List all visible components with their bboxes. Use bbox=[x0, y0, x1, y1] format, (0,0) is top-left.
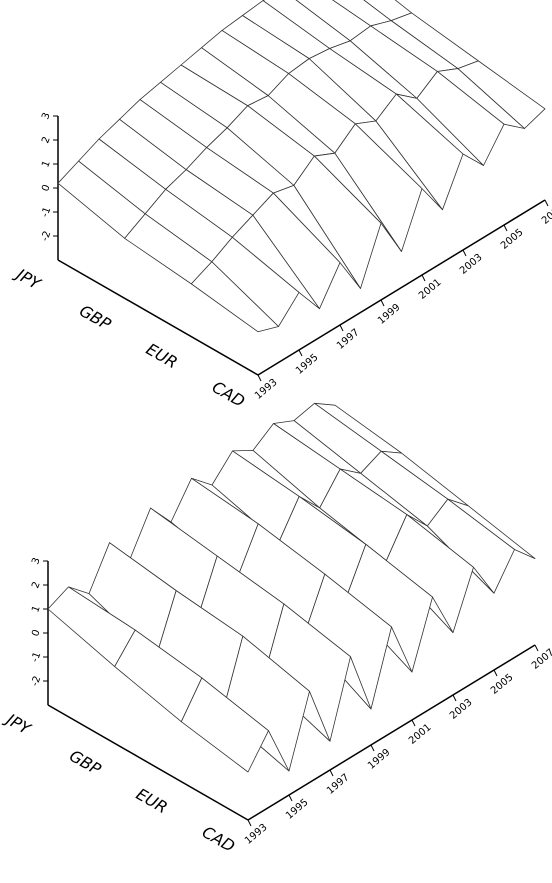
x-tick-label: 1995 bbox=[284, 797, 311, 822]
z-tick-label: -2 bbox=[30, 675, 44, 688]
x-tick bbox=[493, 669, 498, 677]
x-tick bbox=[247, 819, 252, 827]
x-tick-label: 1997 bbox=[335, 327, 362, 352]
surface-patch bbox=[190, 261, 279, 333]
x-tick bbox=[544, 199, 549, 207]
z-tick-label: 1 bbox=[40, 159, 53, 169]
z-tick-label: 1 bbox=[30, 604, 43, 614]
x-tick-label: 1995 bbox=[294, 352, 321, 377]
category-label: EUR bbox=[143, 339, 181, 372]
x-tick bbox=[257, 374, 262, 382]
x-tick bbox=[298, 349, 303, 357]
x-tick-label: 2003 bbox=[448, 697, 475, 722]
x-tick-label: 2005 bbox=[489, 672, 516, 697]
x-tick-label: 1999 bbox=[376, 302, 403, 327]
z-tick-label: -2 bbox=[40, 230, 54, 243]
category-axis bbox=[57, 259, 259, 376]
category-label: GBP bbox=[66, 746, 104, 779]
x-tick bbox=[462, 249, 467, 257]
x-tick-label: 2003 bbox=[458, 252, 485, 277]
z-tick-label: 0 bbox=[30, 628, 43, 638]
x-tick-label: 1997 bbox=[325, 772, 352, 797]
x-tick-label: 2007 bbox=[540, 202, 552, 227]
z-tick-label: 3 bbox=[40, 111, 53, 121]
surface-chart: RW-2-10123199319951997199920012003200520… bbox=[11, 0, 552, 411]
x-tick-label: 2001 bbox=[407, 722, 434, 747]
surface-chart: NXA-2-1012319931995199719992001200320052… bbox=[1, 402, 552, 856]
x-tick-label: 2007 bbox=[530, 647, 552, 672]
x-tick bbox=[288, 794, 293, 802]
z-tick-label: 2 bbox=[40, 135, 53, 145]
category-axis bbox=[47, 704, 249, 821]
x-tick bbox=[329, 769, 334, 777]
surface-patch bbox=[180, 677, 269, 773]
x-tick-label: 2001 bbox=[417, 277, 444, 302]
x-tick bbox=[411, 719, 416, 727]
z-tick-label: 0 bbox=[40, 183, 53, 193]
x-axis bbox=[247, 644, 536, 821]
z-tick-label: -1 bbox=[40, 206, 54, 219]
category-label: CAD bbox=[209, 377, 248, 411]
x-tick bbox=[452, 694, 457, 702]
x-axis bbox=[257, 199, 546, 376]
category-label: JPY bbox=[1, 708, 35, 739]
x-tick-label: 1999 bbox=[366, 747, 393, 772]
x-tick-label: 2005 bbox=[499, 227, 526, 252]
x-tick bbox=[534, 644, 539, 652]
x-tick-label: 1993 bbox=[253, 377, 280, 402]
x-tick bbox=[380, 299, 385, 307]
x-tick bbox=[503, 224, 508, 232]
x-tick bbox=[370, 744, 375, 752]
category-label: GBP bbox=[76, 301, 114, 334]
x-tick bbox=[339, 324, 344, 332]
category-label: CAD bbox=[199, 822, 238, 856]
category-label: EUR bbox=[133, 784, 171, 817]
z-tick-label: 2 bbox=[30, 580, 43, 590]
category-label: JPY bbox=[11, 263, 45, 294]
z-tick-label: -1 bbox=[30, 651, 44, 664]
x-tick-label: 1993 bbox=[243, 822, 270, 847]
x-tick bbox=[421, 274, 426, 282]
z-tick-label: 3 bbox=[30, 556, 43, 566]
